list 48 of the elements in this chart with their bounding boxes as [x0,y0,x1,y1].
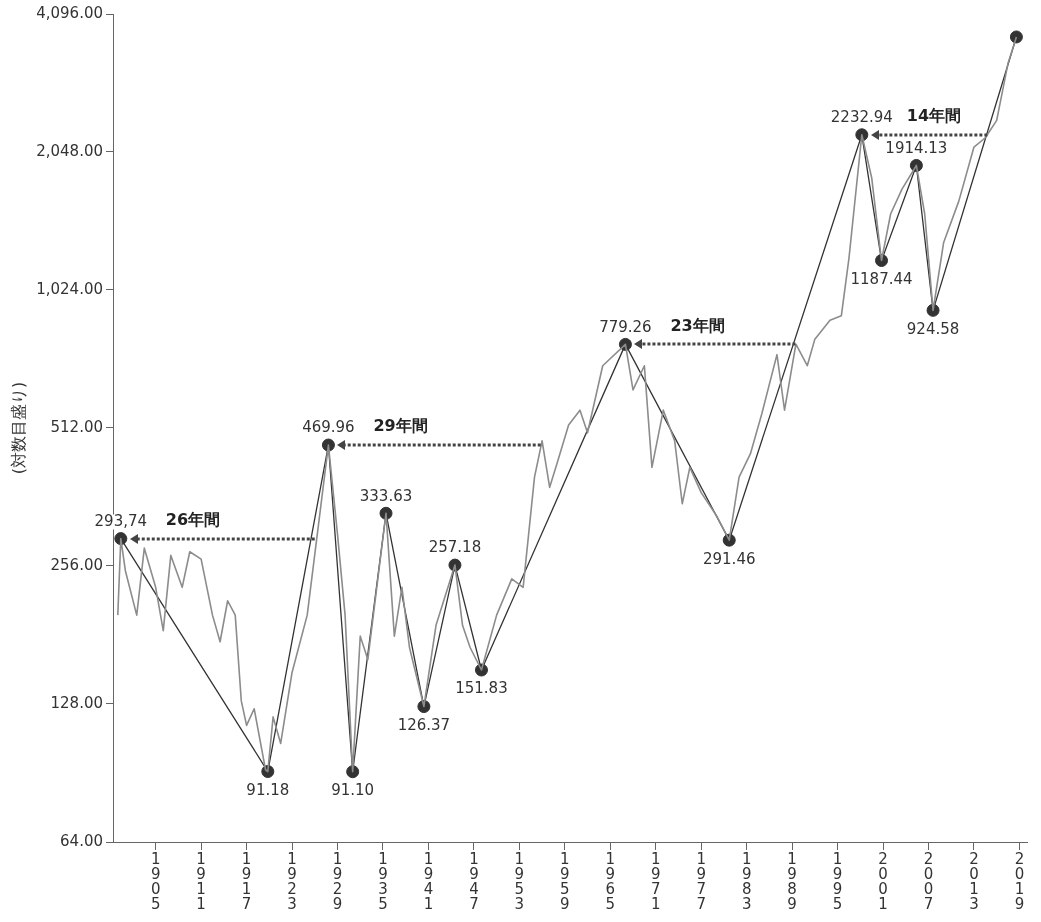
x-tick-label: 1 9 8 9 [787,850,797,914]
x-tick-label: 1 9 5 9 [560,850,570,914]
annotation: 29年間 [373,416,428,436]
y-tick-label: 64.00 [60,831,103,850]
data-label: 924.58 [906,319,960,338]
data-label: 779.26 [599,317,652,336]
data-label: 91.18 [246,780,290,799]
x-tick-label: 1 9 7 7 [696,850,706,914]
data-label: 1914.13 [885,138,948,157]
y-tick-label: 2,048.00 [36,141,103,160]
annotation: 26年間 [165,509,221,529]
y-tick-label: 4,096.00 [36,3,103,22]
y-tick-label: 1,024.00 [36,279,103,298]
data-label: 469.96 [302,418,355,437]
x-tick-label: 1 9 4 7 [469,850,479,914]
x-tick-label: 2 0 0 7 [923,850,934,914]
point [1009,30,1023,44]
data-label: 291.46 [702,549,756,568]
x-tick-label: 1 9 9 5 [832,850,843,914]
x-tick-label: 2 0 1 9 [1014,850,1025,914]
y-axis-title: (対数目盛り) [8,381,28,475]
data-label: 1187.44 [850,269,913,288]
y-tick-label: 256.00 [50,555,103,574]
x-tick-label: 1 9 7 1 [650,850,661,914]
data-label: 151.83 [455,679,508,698]
x-tick-label: 1 9 2 9 [332,850,343,914]
x-tick-label: 1 9 5 3 [514,850,525,914]
x-tick-label: 1 9 0 5 [150,850,161,914]
data-label: 293,74 [94,512,148,531]
x-tick-label: 1 9 3 5 [378,850,388,914]
y-tick-label: 128.00 [50,693,103,712]
data-label: 91.10 [331,781,375,800]
x-tick-label: 1 9 4 1 [423,850,434,914]
x-tick-label: 2 0 1 3 [969,850,979,914]
x-tick-label: 1 9 1 7 [241,850,252,914]
x-tick-label: 1 9 8 3 [741,850,752,914]
data-label: 126.37 [397,715,451,734]
point [346,765,360,779]
data-label: 333.63 [359,486,413,505]
x-tick-label: 2 0 0 1 [878,850,888,914]
x-tick-label: 1 9 2 3 [287,850,297,914]
x-tick-label: 1 9 6 5 [605,850,616,914]
annotation: 23年間 [670,315,725,335]
y-tick-label: 512.00 [50,417,103,436]
data-label: 257.18 [428,538,482,557]
annotation: 14年間 [906,105,962,125]
data-label: 2232.94 [830,108,893,127]
x-tick-label: 1 9 1 1 [196,850,206,914]
